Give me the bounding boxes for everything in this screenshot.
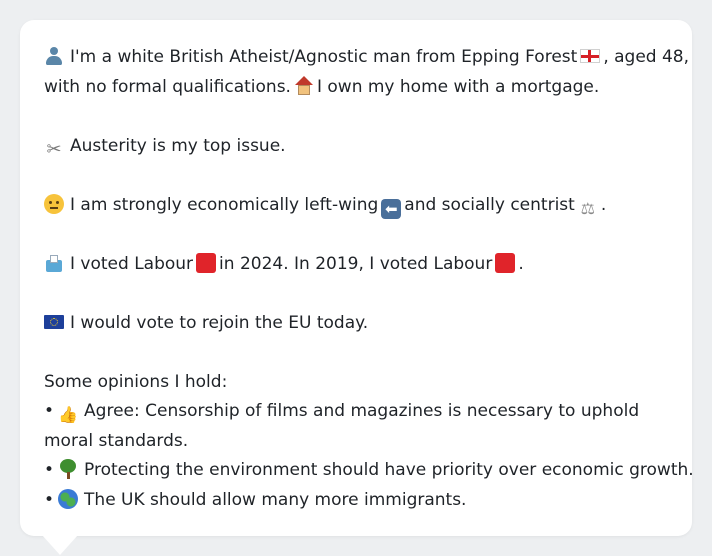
message-bubble-tail — [42, 535, 78, 555]
eu-flag-icon — [44, 314, 64, 329]
intro-line-2: with no formal qualifications. I own my h… — [44, 75, 600, 97]
scissors-icon: ✂ — [46, 138, 62, 160]
profile-text: I'm a white British Atheist/Agnostic man… — [44, 43, 694, 515]
message-bubble — [20, 20, 692, 536]
opinions-heading: Some opinions I hold: — [44, 371, 228, 392]
globe-icon — [58, 488, 79, 509]
opinion-item: • Protecting the environment should have … — [44, 459, 694, 480]
england-flag-icon — [580, 49, 601, 63]
red-square-icon — [196, 252, 217, 273]
person-icon — [44, 46, 64, 66]
thumbs-up-icon: 👍 — [58, 405, 78, 424]
ideology-line: I am strongly economically left-wing ⬅ and… — [44, 191, 676, 221]
left-arrow-icon: ⬅ — [381, 198, 402, 219]
top-issue-line: ✂ Austerity is my top issue. — [44, 132, 676, 162]
opinion-item: • 👍 Agree: Censorship of films and magazin… — [44, 401, 640, 451]
vote-history-line: I voted Labour in 2024. In 2019, I voted … — [44, 250, 676, 280]
house-icon — [294, 75, 314, 96]
intro-line: I'm a white British Atheist/Agnostic man… — [44, 43, 689, 73]
eu-line: I would vote to rejoin the EU today. — [44, 309, 676, 339]
tree-icon — [58, 459, 78, 479]
thinking-face-icon — [44, 193, 64, 214]
red-square-icon — [495, 252, 516, 273]
ballot-box-icon — [44, 253, 64, 273]
opinion-item: • The UK should allow many more immigrant… — [44, 488, 467, 510]
scales-icon: ⚖ — [580, 198, 595, 218]
